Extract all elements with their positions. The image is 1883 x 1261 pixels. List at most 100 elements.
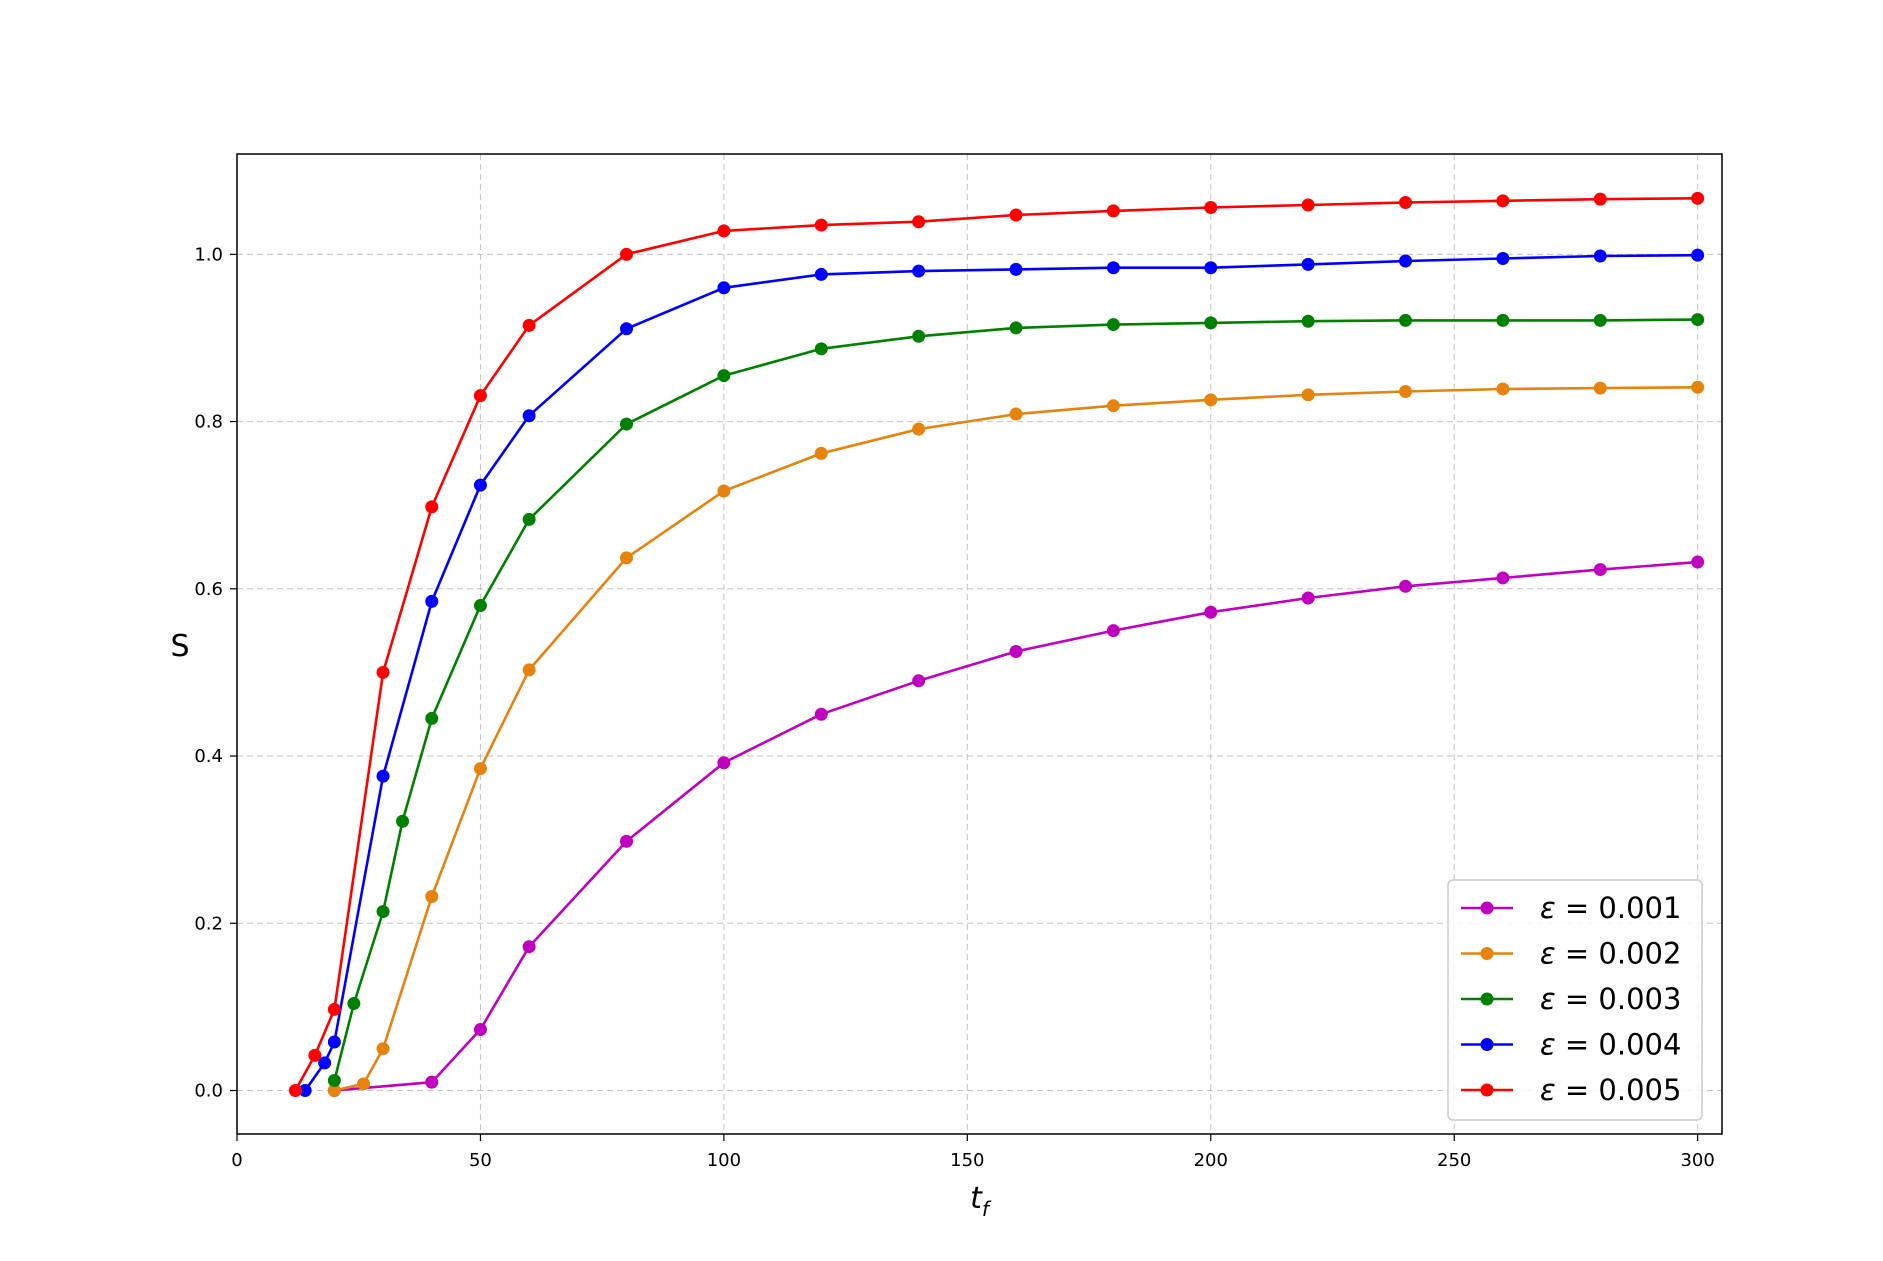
data-point bbox=[1301, 198, 1315, 212]
data-point bbox=[620, 551, 634, 565]
x-tick-label: 0 bbox=[231, 1150, 242, 1171]
series-5 bbox=[288, 191, 1705, 1098]
data-point bbox=[814, 218, 828, 232]
data-point bbox=[1009, 321, 1023, 335]
data-point bbox=[473, 389, 487, 403]
legend-value: = 0.005 bbox=[1556, 1073, 1682, 1107]
data-point bbox=[298, 1084, 312, 1098]
grid-layer bbox=[236, 154, 1722, 1134]
data-point bbox=[425, 500, 439, 514]
data-point bbox=[620, 834, 634, 848]
data-point bbox=[1399, 195, 1413, 209]
x-tick-label: 150 bbox=[950, 1150, 984, 1171]
series-line bbox=[334, 386, 1698, 1092]
data-point bbox=[1496, 571, 1510, 585]
data-point bbox=[717, 369, 731, 383]
y-tick-label: 1.0 bbox=[194, 244, 223, 265]
data-point bbox=[396, 814, 410, 828]
legend-label: ε = 0.002 bbox=[1540, 937, 1681, 971]
legend-value: = 0.003 bbox=[1556, 982, 1682, 1016]
data-point bbox=[327, 1073, 341, 1087]
data-point bbox=[717, 484, 731, 498]
x-tick-label: 50 bbox=[469, 1150, 492, 1171]
legend-item: ε = 0.003 bbox=[1461, 982, 1681, 1016]
series-2 bbox=[327, 380, 1705, 1098]
data-point bbox=[1204, 393, 1218, 407]
x-axis-title-base: t bbox=[970, 1181, 983, 1216]
data-point bbox=[620, 417, 634, 431]
data-point bbox=[327, 1035, 341, 1049]
data-point bbox=[1204, 316, 1218, 330]
data-point bbox=[912, 422, 926, 436]
data-point bbox=[912, 674, 926, 688]
data-point bbox=[1204, 201, 1218, 215]
data-point bbox=[425, 594, 439, 608]
data-point bbox=[620, 322, 634, 336]
data-point bbox=[1204, 605, 1218, 619]
data-point bbox=[912, 264, 926, 278]
data-point bbox=[1106, 204, 1120, 218]
data-point bbox=[1691, 191, 1705, 205]
data-point bbox=[327, 1002, 341, 1016]
legend-marker bbox=[1480, 992, 1494, 1006]
series-line bbox=[334, 560, 1698, 1092]
data-point bbox=[425, 711, 439, 725]
data-point bbox=[912, 215, 926, 229]
legend-item: ε = 0.002 bbox=[1461, 937, 1681, 971]
data-point bbox=[717, 756, 731, 770]
data-point bbox=[357, 1077, 371, 1091]
data-point bbox=[473, 599, 487, 613]
legend-box bbox=[1447, 879, 1703, 1121]
data-point bbox=[1691, 248, 1705, 262]
data-point bbox=[814, 267, 828, 281]
data-point bbox=[1593, 563, 1607, 577]
data-point bbox=[1106, 624, 1120, 638]
x-axis-title-subscript: f bbox=[982, 1197, 992, 1221]
data-point bbox=[1496, 382, 1510, 396]
data-point bbox=[1691, 313, 1705, 327]
data-point bbox=[473, 1022, 487, 1036]
data-point bbox=[814, 342, 828, 356]
data-point bbox=[425, 1075, 439, 1089]
data-point bbox=[1399, 384, 1413, 398]
data-point bbox=[376, 905, 390, 919]
data-point bbox=[1496, 194, 1510, 208]
x-axis-title: tf bbox=[970, 1181, 992, 1221]
data-point bbox=[1106, 399, 1120, 413]
data-point bbox=[376, 665, 390, 679]
x-tick-label: 250 bbox=[1437, 1150, 1471, 1171]
x-tick-label: 200 bbox=[1194, 1150, 1228, 1171]
data-point bbox=[425, 890, 439, 904]
data-point bbox=[327, 1084, 341, 1098]
legend-label: ε = 0.003 bbox=[1540, 982, 1681, 1016]
data-point bbox=[1204, 261, 1218, 275]
legend-marker bbox=[1480, 901, 1494, 915]
data-point bbox=[1399, 313, 1413, 327]
y-tick-label: 0.0 bbox=[194, 1081, 223, 1102]
data-point bbox=[522, 940, 536, 954]
data-point bbox=[620, 247, 634, 261]
data-point bbox=[318, 1056, 332, 1070]
y-tick-label: 0.2 bbox=[194, 913, 223, 934]
x-tick-label: 300 bbox=[1680, 1150, 1714, 1171]
legend-marker bbox=[1480, 1038, 1494, 1051]
data-point bbox=[1496, 313, 1510, 327]
legend-symbol: ε bbox=[1540, 1028, 1556, 1062]
data-point bbox=[308, 1048, 322, 1062]
series-layer bbox=[288, 191, 1705, 1098]
data-point bbox=[1301, 257, 1315, 271]
legend-symbol: ε bbox=[1540, 982, 1556, 1016]
series-3 bbox=[327, 313, 1705, 1087]
data-point bbox=[1593, 381, 1607, 395]
legend-label: ε = 0.004 bbox=[1540, 1028, 1681, 1062]
data-point bbox=[1106, 318, 1120, 332]
data-point bbox=[1301, 388, 1315, 402]
legend-marker bbox=[1480, 947, 1494, 960]
tick-layer: 0 50 100 150 200 250 300 0.0 0.2 0.4 0.6 0.8 1.0 bbox=[194, 244, 1714, 1171]
data-point bbox=[376, 769, 390, 783]
data-point bbox=[288, 1084, 302, 1098]
data-point bbox=[522, 512, 536, 526]
x-tick-label: 100 bbox=[707, 1150, 741, 1171]
